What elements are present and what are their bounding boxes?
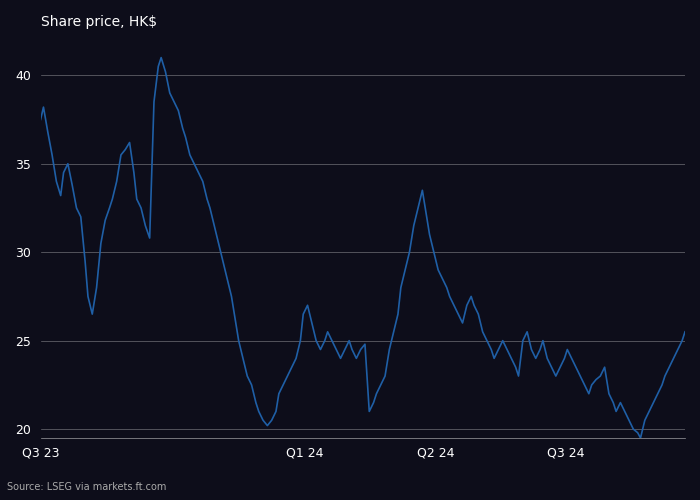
Text: Share price, HK$: Share price, HK$ xyxy=(41,15,157,29)
Text: Source: LSEG via markets.ft.com: Source: LSEG via markets.ft.com xyxy=(7,482,167,492)
